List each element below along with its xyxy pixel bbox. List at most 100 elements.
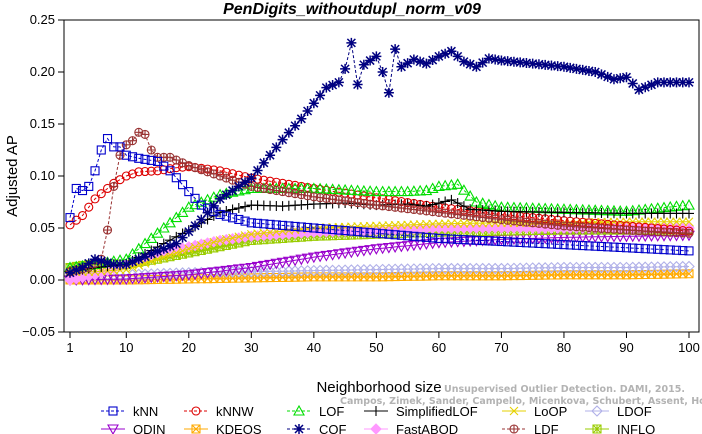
data-point — [90, 194, 100, 204]
data-point — [120, 274, 133, 286]
legend-marker — [371, 406, 381, 416]
data-point — [351, 184, 364, 196]
data-point — [433, 51, 444, 62]
y-axis-label: Adjusted AP — [4, 135, 21, 217]
data-point — [634, 243, 644, 253]
data-point — [445, 178, 458, 190]
data-point — [483, 53, 494, 64]
data-point — [83, 258, 94, 269]
data-point — [577, 64, 588, 75]
data-point — [552, 61, 563, 72]
data-point — [395, 241, 408, 253]
data-point — [459, 235, 469, 245]
data-point — [265, 150, 276, 161]
data-point — [240, 216, 250, 226]
data-point — [678, 246, 688, 256]
data-point — [376, 243, 389, 255]
data-point — [527, 58, 538, 69]
data-point — [240, 177, 251, 188]
data-point — [415, 56, 426, 67]
data-point — [684, 217, 694, 227]
data-point — [571, 240, 582, 250]
legend-label: COF — [319, 422, 347, 434]
data-point — [208, 200, 219, 211]
data-point — [464, 189, 477, 201]
data-point — [132, 273, 145, 285]
legend-label: ODIN — [133, 422, 166, 434]
data-point — [109, 142, 119, 152]
x-tick-label: 20 — [182, 340, 196, 355]
x-tick-label: 60 — [432, 340, 446, 355]
data-point — [127, 169, 138, 179]
data-point — [165, 166, 175, 176]
x-tick-label: 90 — [619, 340, 633, 355]
x-tick-label: 100 — [678, 340, 700, 355]
data-point — [133, 254, 144, 265]
x-axis-label: Neighborhood size — [316, 379, 441, 396]
data-point — [433, 198, 444, 209]
data-point — [546, 239, 556, 249]
data-point — [478, 236, 488, 246]
data-point — [609, 242, 619, 252]
data-point — [452, 198, 463, 209]
data-point — [447, 219, 456, 229]
data-point — [477, 57, 488, 68]
data-point — [602, 71, 613, 82]
data-point — [326, 250, 339, 261]
data-point — [77, 210, 88, 221]
data-point — [414, 184, 427, 196]
data-point — [652, 77, 663, 88]
data-point — [307, 252, 320, 264]
data-point — [171, 250, 181, 261]
data-point — [346, 37, 357, 48]
data-point — [665, 245, 675, 255]
data-point — [484, 236, 494, 246]
data-point — [540, 239, 550, 249]
legend-item-kdeos: KDEOS — [184, 422, 262, 434]
data-point — [357, 184, 370, 196]
data-point — [176, 270, 189, 282]
data-point — [508, 56, 519, 67]
data-point — [320, 250, 333, 262]
data-point — [428, 233, 438, 243]
data-point — [65, 220, 75, 230]
legend-marker — [108, 406, 118, 416]
y-tick-label: 0.05 — [30, 220, 55, 235]
data-point — [165, 241, 176, 252]
data-point — [665, 77, 676, 88]
data-point — [684, 77, 694, 88]
data-point — [364, 245, 377, 256]
data-point — [434, 233, 444, 243]
data-point — [465, 59, 476, 70]
legend-label: KDEOS — [216, 422, 262, 434]
data-point — [65, 213, 75, 223]
x-tick-label: 40 — [307, 340, 321, 355]
data-point — [132, 242, 145, 254]
data-point — [184, 187, 194, 197]
data-point — [140, 166, 150, 177]
data-point — [440, 48, 451, 59]
data-point — [278, 220, 288, 230]
data-point — [226, 265, 239, 276]
data-point — [402, 58, 413, 69]
data-point — [621, 72, 632, 83]
data-point — [345, 184, 358, 195]
data-point — [157, 221, 170, 233]
data-point — [521, 58, 532, 69]
data-point — [509, 237, 519, 247]
data-point — [284, 221, 294, 231]
data-point — [628, 243, 638, 253]
data-point — [584, 241, 594, 251]
data-point — [190, 220, 201, 231]
data-point — [190, 193, 200, 203]
data-point — [270, 258, 283, 270]
data-point — [684, 246, 694, 256]
data-point — [553, 239, 563, 249]
data-point — [207, 267, 220, 279]
legend-item-simplifiedlof: SimplifiedLOF — [364, 404, 478, 419]
data-point — [459, 219, 469, 228]
data-point — [139, 273, 151, 284]
data-point — [432, 180, 445, 191]
data-point — [170, 211, 183, 223]
data-point — [84, 181, 94, 191]
